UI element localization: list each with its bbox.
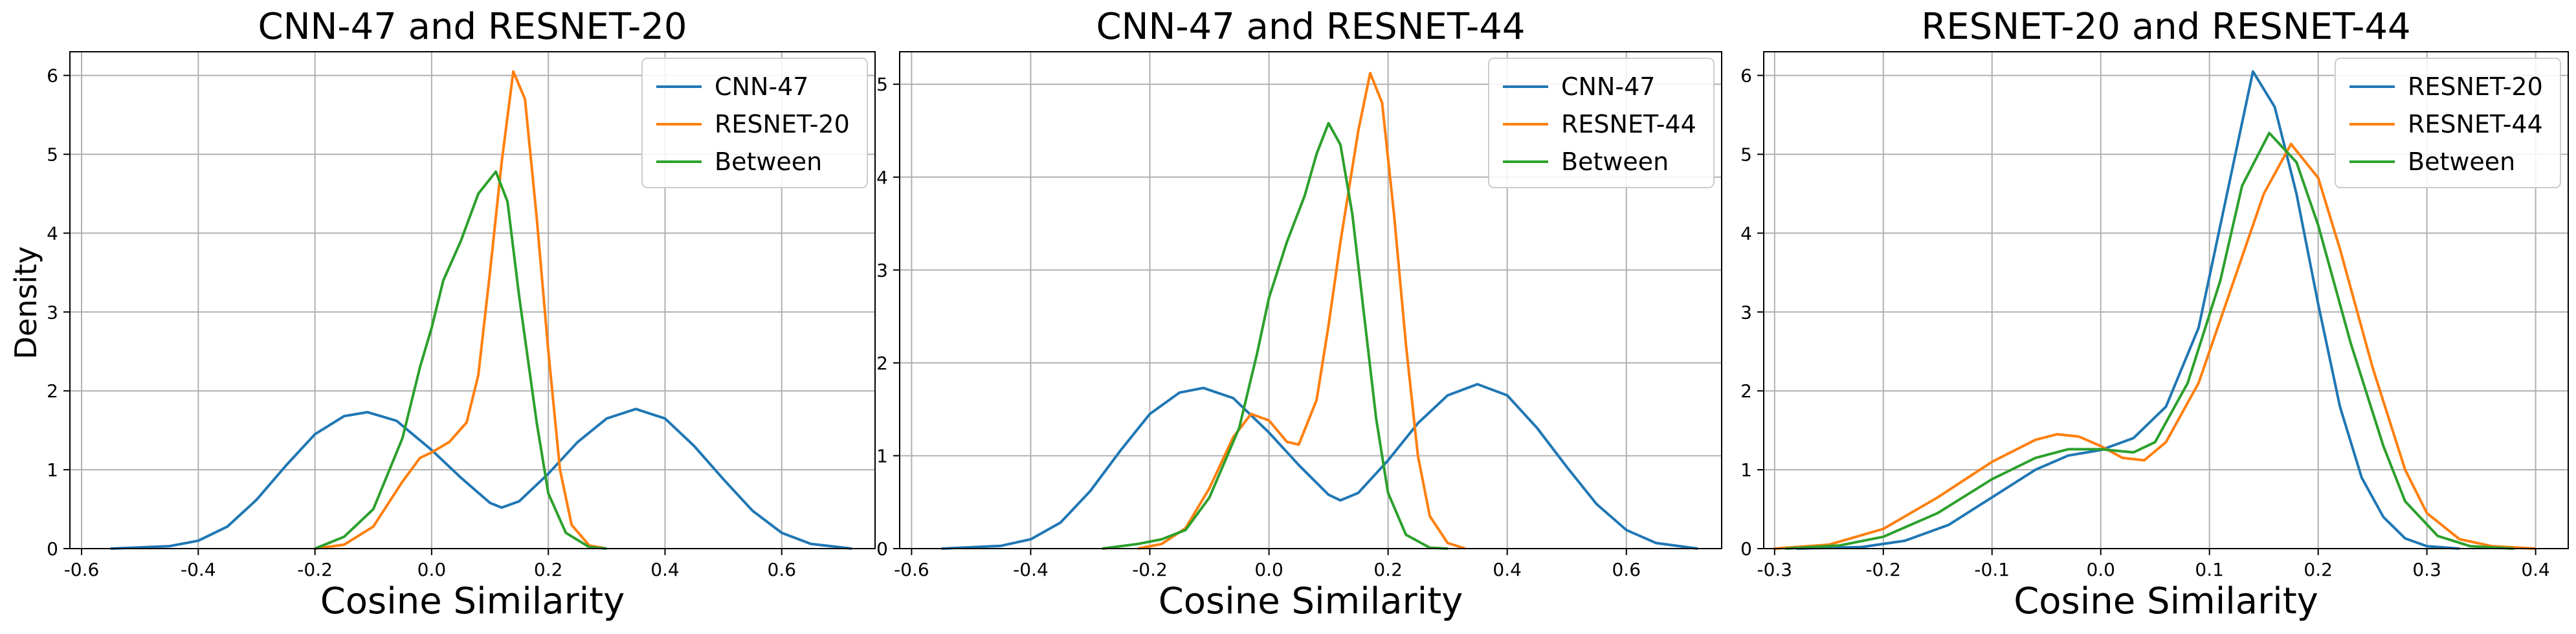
series-line-resnet-44 xyxy=(1137,72,1466,550)
y-tick-label: 6 xyxy=(1740,65,1752,87)
legend-label: CNN-47 xyxy=(1561,72,1655,101)
y-tick-label: 2 xyxy=(1740,380,1752,402)
chart-panel-3: -0.3 -0.2 -0.1 0.0 0.1 0.2 0.3 0.4 0 1 2 3 4 5 6 RESNET… xyxy=(1740,6,2569,622)
x-axis-label: Cosine Similarity xyxy=(1159,580,1463,622)
legend: RESNET-20 RESNET-44 Between xyxy=(2335,58,2561,188)
x-tick-label: -0.4 xyxy=(181,559,216,580)
y-tick-label: 5 xyxy=(47,144,58,165)
legend-label: Between xyxy=(2408,148,2515,176)
x-tick-label: 0.6 xyxy=(768,559,797,580)
series-line-between xyxy=(1102,122,1448,550)
x-tick-label: 0.2 xyxy=(1373,559,1403,580)
x-tick-label: -0.6 xyxy=(894,559,929,580)
legend-box xyxy=(641,58,868,188)
legend-label: Between xyxy=(715,148,822,176)
x-axis-label: Cosine Similarity xyxy=(2014,580,2318,622)
x-tick-label: 0.4 xyxy=(650,559,680,580)
x-tick-label: 0.3 xyxy=(2412,559,2441,580)
x-tick-label: 0.0 xyxy=(2086,559,2115,580)
x-tick-label: 0.4 xyxy=(2521,559,2550,580)
legend-label: RESNET-20 xyxy=(2408,72,2543,101)
axes-frame xyxy=(69,51,876,549)
y-tick-label: 3 xyxy=(47,301,58,323)
x-axis-label: Cosine Similarity xyxy=(320,580,625,622)
legend-label: CNN-47 xyxy=(715,72,808,101)
chart-title: CNN-47 and RESNET-20 xyxy=(258,6,687,48)
legend: CNN-47 RESNET-44 Between xyxy=(1488,58,1715,188)
chart-panel-2: -0.6 -0.4 -0.2 0.0 0.2 0.4 0.6 0 1 2 3 4 5 CNN-47 and… xyxy=(876,6,1722,622)
x-tick-label: 0.4 xyxy=(1493,559,1522,580)
y-tick-label: 4 xyxy=(876,167,888,188)
legend-label: RESNET-44 xyxy=(1561,110,1696,138)
y-axis-label: Density xyxy=(8,246,43,360)
y-tick-label: 4 xyxy=(47,223,58,244)
x-tick-label: -0.1 xyxy=(1974,559,2010,580)
legend-label: RESNET-20 xyxy=(715,110,850,138)
x-tick-label: -0.2 xyxy=(297,559,333,580)
x-tick-label: 0.0 xyxy=(417,559,447,580)
y-tick-label: 1 xyxy=(47,459,58,481)
x-tick-label: -0.4 xyxy=(1013,559,1049,580)
axes-frame xyxy=(899,51,1722,549)
y-tick-label: 5 xyxy=(1740,144,1752,165)
x-tick-label: 0.1 xyxy=(2195,559,2224,580)
series-line-resnet-20 xyxy=(1796,70,2460,550)
y-tick-label: 4 xyxy=(1740,223,1752,244)
x-tick-label: -0.6 xyxy=(64,559,100,580)
x-tick-label: -0.2 xyxy=(1865,559,1901,580)
legend-box xyxy=(2335,58,2561,188)
series-line-between xyxy=(1785,131,2515,550)
y-tick-label: 3 xyxy=(1740,301,1752,323)
legend-box xyxy=(1488,58,1715,188)
legend-label: RESNET-44 xyxy=(2408,110,2543,138)
chart-title: RESNET-20 and RESNET-44 xyxy=(1921,6,2410,48)
series-line-resnet-44 xyxy=(1774,142,2536,550)
y-tick-label: 3 xyxy=(876,259,888,281)
series-line-cnn-47 xyxy=(941,382,1698,550)
series-line-cnn-47 xyxy=(111,408,852,550)
y-tick-label: 6 xyxy=(47,65,58,87)
legend-label: Between xyxy=(1561,148,1669,176)
y-tick-label: 5 xyxy=(876,74,888,95)
x-tick-label: 0.6 xyxy=(1612,559,1641,580)
chart-title: CNN-47 and RESNET-44 xyxy=(1096,6,1526,48)
x-tick-label: -0.2 xyxy=(1132,559,1168,580)
legend: CNN-47 RESNET-20 Between xyxy=(641,58,868,188)
axes-frame xyxy=(1763,51,2569,549)
y-tick-label: 0 xyxy=(1740,538,1752,560)
x-tick-label: 0.0 xyxy=(1254,559,1283,580)
x-tick-label: 0.2 xyxy=(534,559,563,580)
series-line-between xyxy=(314,170,607,550)
y-tick-label: 0 xyxy=(47,538,58,560)
y-tick-label: 2 xyxy=(876,353,888,374)
y-tick-label: 1 xyxy=(876,445,888,466)
y-tick-label: 2 xyxy=(47,380,58,402)
chart-panel-1: -0.6 -0.4 -0.2 0.0 0.2 0.4 0.6 0 1 2 3 4 5 6 CNN-47 an… xyxy=(47,6,876,622)
series-line-resnet-20 xyxy=(315,70,607,550)
y-tick-label: 0 xyxy=(876,538,888,560)
x-tick-label: -0.3 xyxy=(1757,559,1792,580)
y-tick-label: 1 xyxy=(1740,459,1752,481)
x-tick-label: 0.2 xyxy=(2304,559,2333,580)
